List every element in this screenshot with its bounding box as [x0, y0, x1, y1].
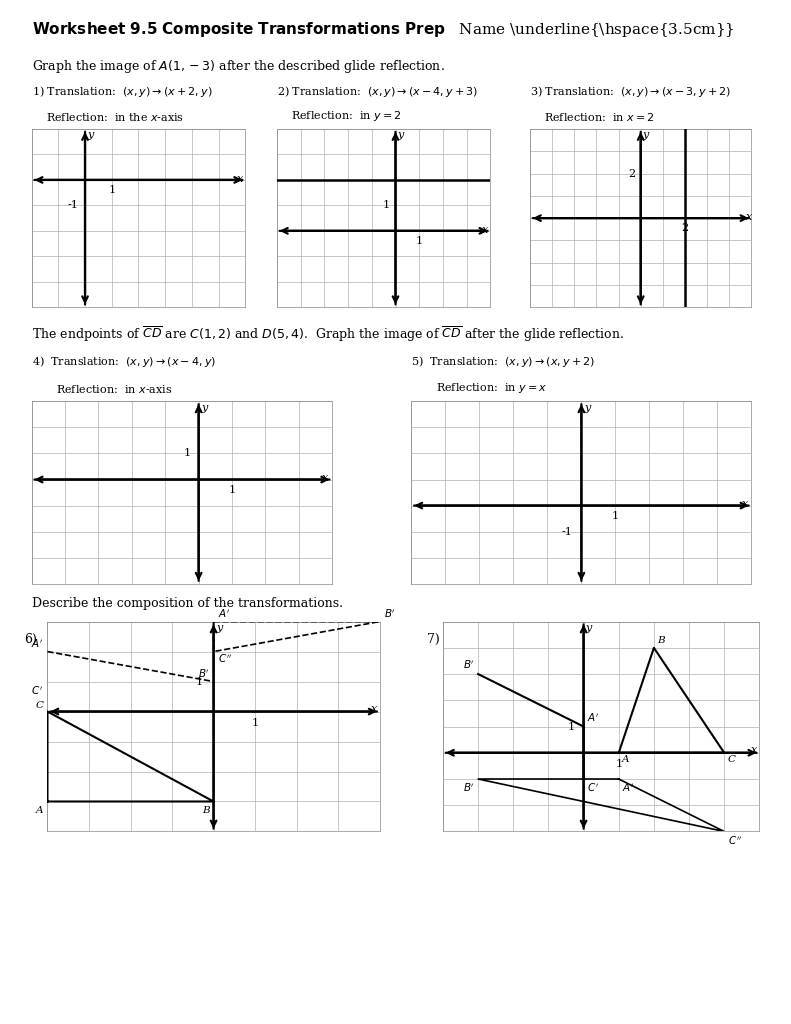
Text: B: B — [202, 806, 210, 815]
Text: 5)  Translation:  $(x, y)\rightarrow(x, y+2)$: 5) Translation: $(x, y)\rightarrow(x, y+… — [411, 354, 596, 370]
Text: y: y — [642, 130, 649, 140]
Text: 1: 1 — [611, 511, 619, 521]
Text: 1: 1 — [252, 718, 259, 728]
Text: $C''$: $C''$ — [728, 835, 742, 847]
Text: Graph the image of $A(1,-3)$ after the described glide reflection.: Graph the image of $A(1,-3)$ after the d… — [32, 58, 445, 75]
Text: $A'$: $A'$ — [587, 712, 600, 724]
Text: 1: 1 — [229, 485, 236, 495]
Text: x: x — [322, 473, 328, 483]
Text: 1: 1 — [184, 449, 191, 459]
Text: 6): 6) — [24, 633, 36, 646]
Text: 1: 1 — [382, 201, 390, 210]
Text: $B'$: $B'$ — [384, 607, 396, 621]
Text: y: y — [87, 130, 93, 140]
Text: B: B — [657, 636, 665, 645]
Text: $B'$: $B'$ — [463, 659, 475, 672]
Text: x: x — [483, 225, 489, 234]
Text: y: y — [201, 402, 207, 413]
Text: 1: 1 — [108, 185, 115, 196]
Text: 4)  Translation:  $(x, y)\rightarrow(x-4, y)$: 4) Translation: $(x, y)\rightarrow(x-4, … — [32, 354, 216, 370]
Text: The endpoints of $\overline{CD}$ are $C(1,2)$ and $D(5,4)$.  Graph the image of : The endpoints of $\overline{CD}$ are $C(… — [32, 326, 624, 344]
Text: C: C — [36, 701, 44, 710]
Text: -1: -1 — [562, 526, 573, 537]
Text: 7): 7) — [427, 633, 440, 646]
Text: $\mathbf{Worksheet\ 9.5\ Composite\ Transformations\ Prep}$   Name \underline{\h: $\mathbf{Worksheet\ 9.5\ Composite\ Tran… — [32, 20, 734, 39]
Text: $A'$: $A'$ — [31, 638, 44, 650]
Text: 1: 1 — [196, 677, 203, 686]
Text: $A'$: $A'$ — [623, 781, 634, 794]
Text: 2: 2 — [681, 223, 689, 233]
Text: $B'$: $B'$ — [198, 668, 210, 680]
Text: $C''$: $C''$ — [218, 653, 232, 666]
Text: x: x — [742, 499, 748, 509]
Text: Reflection:  in $x$-axis: Reflection: in $x$-axis — [56, 383, 172, 395]
Text: $B'$: $B'$ — [463, 781, 475, 794]
Text: Reflection:  in $y=2$: Reflection: in $y=2$ — [291, 109, 402, 123]
Text: Reflection:  in the $x$-axis: Reflection: in the $x$-axis — [46, 111, 184, 123]
Text: x: x — [751, 745, 757, 756]
Text: C: C — [728, 756, 736, 764]
Text: 1: 1 — [615, 759, 623, 769]
Text: 3) Translation:  $(x, y)\rightarrow(x-3, y+2)$: 3) Translation: $(x, y)\rightarrow(x-3, … — [530, 84, 732, 99]
Text: y: y — [585, 623, 592, 633]
Text: 2: 2 — [628, 169, 635, 178]
Text: x: x — [747, 212, 753, 222]
Text: y: y — [216, 623, 222, 633]
Text: Reflection:  in $x=2$: Reflection: in $x=2$ — [544, 111, 655, 123]
Text: x: x — [371, 703, 377, 714]
Text: 1) Translation:  $(x, y)\rightarrow(x+2, y)$: 1) Translation: $(x, y)\rightarrow(x+2, … — [32, 84, 212, 99]
Text: -1: -1 — [67, 201, 78, 210]
Text: A: A — [623, 756, 630, 764]
Text: x: x — [237, 174, 244, 184]
Text: y: y — [584, 402, 590, 413]
Text: A: A — [36, 806, 44, 815]
Text: 2) Translation:  $(x, y)\rightarrow(x-4, y+3)$: 2) Translation: $(x, y)\rightarrow(x-4, … — [277, 84, 479, 99]
Text: $C'$: $C'$ — [32, 684, 44, 697]
Text: 1: 1 — [415, 237, 423, 246]
Text: Describe the composition of the transformations.: Describe the composition of the transfor… — [32, 597, 343, 609]
Text: $C'$: $C'$ — [587, 781, 599, 794]
Text: Reflection:  in $y=x$: Reflection: in $y=x$ — [436, 381, 547, 395]
Text: y: y — [397, 130, 403, 140]
Text: $A'$: $A'$ — [218, 607, 230, 621]
Text: 1: 1 — [568, 722, 575, 731]
